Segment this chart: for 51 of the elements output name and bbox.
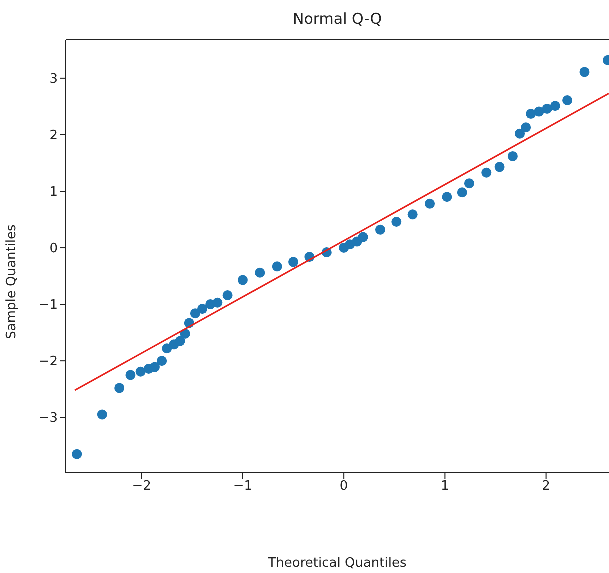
point <box>521 122 532 133</box>
x-axis-title: Theoretical Quantiles <box>267 556 408 571</box>
point <box>580 67 590 78</box>
x-tick-label: −1 <box>233 479 253 494</box>
point <box>482 168 492 178</box>
y-axis-title: Sample Quantiles <box>4 224 20 340</box>
point <box>526 109 536 120</box>
y-tick-label: −1 <box>38 298 58 314</box>
point <box>562 95 573 106</box>
point <box>175 336 186 346</box>
point <box>212 298 223 308</box>
y-tick-label: 1 <box>50 185 58 200</box>
y-tick-label: 2 <box>50 128 58 144</box>
point <box>72 449 82 460</box>
point <box>508 151 518 162</box>
point <box>442 192 452 202</box>
point <box>190 308 200 319</box>
y-tick-label: 3 <box>50 72 58 88</box>
point <box>272 262 282 272</box>
point <box>157 356 168 366</box>
x-tick-label: 0 <box>340 479 348 494</box>
point <box>542 104 552 114</box>
y-tick-label: −3 <box>38 411 58 426</box>
point <box>425 198 436 209</box>
point <box>408 210 418 220</box>
point <box>198 304 208 314</box>
point <box>375 224 386 235</box>
y-tick-label: 0 <box>50 242 58 257</box>
point <box>136 366 146 377</box>
point <box>534 106 544 117</box>
point <box>515 128 526 139</box>
point <box>358 232 368 242</box>
point <box>550 101 560 112</box>
x-tick-label: −2 <box>132 479 152 494</box>
point <box>150 362 160 372</box>
point <box>392 217 402 228</box>
point <box>255 268 266 278</box>
point <box>114 383 125 394</box>
x-tick-label: 2 <box>542 479 550 494</box>
point <box>222 290 233 301</box>
point <box>162 344 172 354</box>
point <box>126 370 136 380</box>
point <box>494 162 505 172</box>
point <box>457 188 468 198</box>
chart-title: Normal Q-Q <box>292 10 384 28</box>
point <box>238 275 248 286</box>
point <box>464 178 474 189</box>
x-tick-label: 1 <box>441 479 450 494</box>
point <box>97 410 108 420</box>
point <box>288 257 299 268</box>
y-tick-label: −2 <box>38 354 58 370</box>
